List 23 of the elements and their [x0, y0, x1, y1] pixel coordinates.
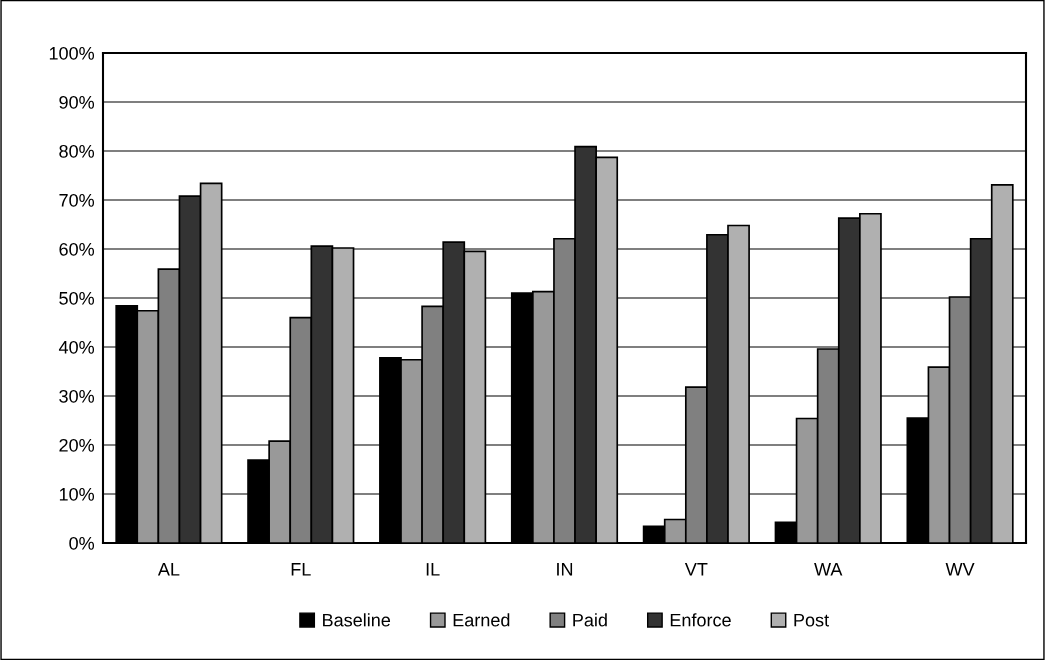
y-tick-label: 10% — [59, 487, 95, 501]
legend-label: Paid — [573, 613, 607, 627]
y-tick-label: 30% — [59, 389, 95, 403]
legend-label: Post — [794, 613, 829, 627]
y-tick-label: 80% — [59, 144, 95, 158]
legend-label: Baseline — [323, 613, 391, 627]
y-tick-label: 0% — [69, 536, 95, 550]
x-tick-label: AL — [157, 563, 180, 576]
y-tick-label: 90% — [59, 95, 95, 109]
y-tick-label: 20% — [59, 438, 95, 452]
x-tick-label: FL — [291, 563, 311, 576]
y-tick-label: 40% — [58, 340, 95, 354]
y-tick-label: 100% — [49, 46, 95, 60]
x-tick-label: WV — [945, 563, 975, 576]
legend-label: Earned — [453, 613, 510, 627]
x-tick-label: IN — [557, 563, 573, 576]
x-tick-label: VT — [684, 563, 708, 576]
x-tick-label: IL — [426, 563, 440, 576]
y-tick-label: 50% — [59, 291, 95, 305]
y-tick-label: 60% — [59, 242, 95, 256]
legend-label: Enforce — [670, 613, 731, 627]
y-tick-label: 70% — [59, 193, 95, 207]
x-tick-label: WA — [814, 563, 843, 576]
